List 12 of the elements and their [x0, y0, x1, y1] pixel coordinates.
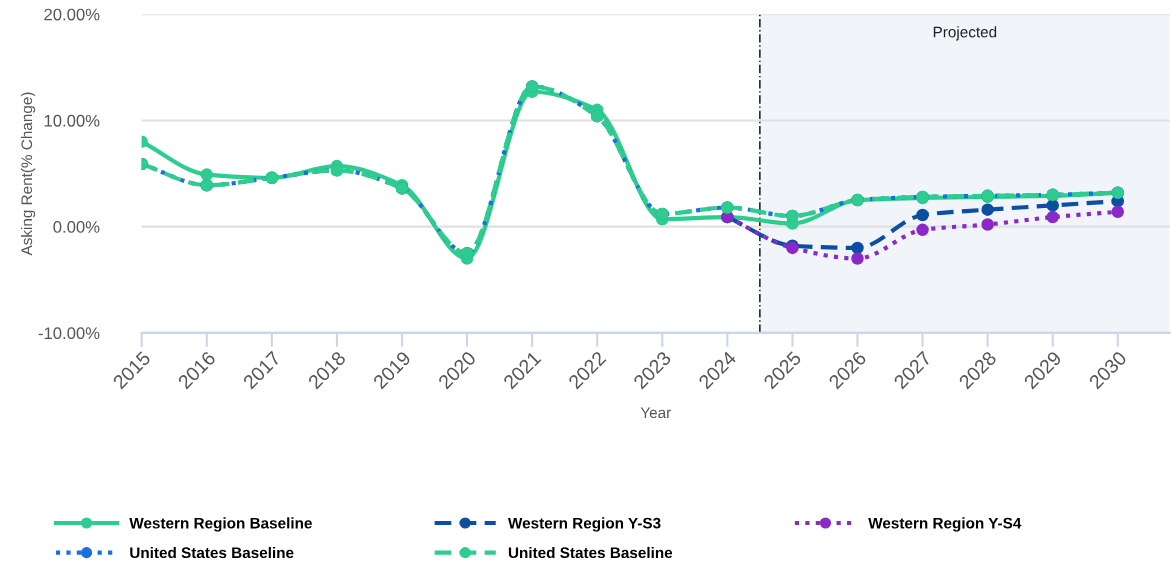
- legend-label: United States Baseline: [508, 546, 673, 559]
- y-axis-title: Asking Rent(% Change): [20, 92, 36, 256]
- y-tick-label: 0.00%: [53, 221, 100, 233]
- legend-label: Western Region Baseline: [129, 517, 312, 532]
- band-label: Projected: [933, 26, 997, 41]
- legend-label: Western Region Y-S4: [868, 517, 1022, 532]
- x-axis-title: Year: [640, 407, 671, 419]
- legend-label: Western Region Y-S3: [507, 517, 661, 532]
- legend-label: United States Baseline: [130, 546, 294, 559]
- y-tick-label: -10.00%: [38, 327, 100, 340]
- y-tick-label: 20.00%: [44, 8, 100, 21]
- y-tick-label: 10.00%: [44, 114, 100, 127]
